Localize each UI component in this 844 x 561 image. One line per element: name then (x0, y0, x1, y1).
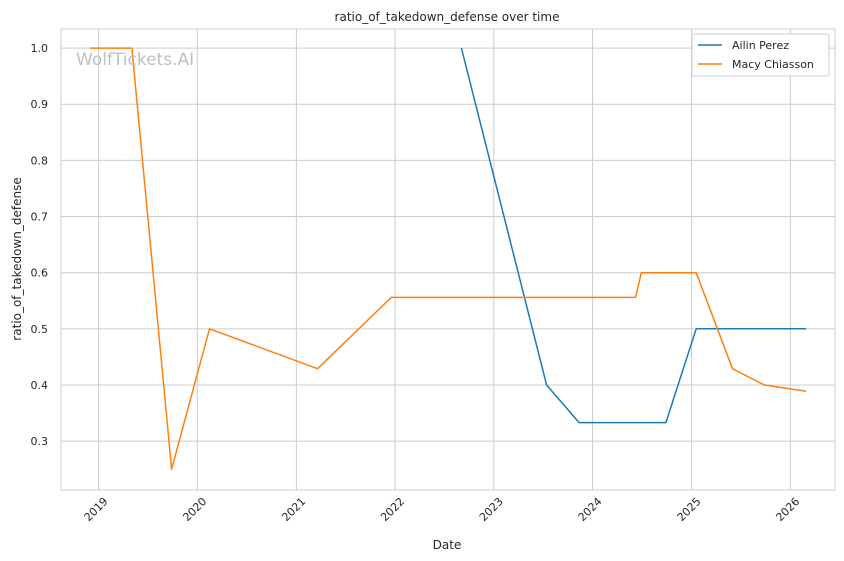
x-tick-label: 2020 (180, 495, 209, 524)
y-tick-label: 0.9 (31, 98, 49, 111)
series-line-macy-chiasson (89, 47, 807, 470)
x-tick-label: 2025 (675, 495, 704, 524)
series-line-ailin-perez (460, 47, 807, 424)
y-tick-label: 0.6 (31, 267, 49, 280)
y-tick-labels: 0.3 0.4 0.5 0.6 0.7 0.8 0.9 1.0 (31, 42, 49, 448)
plot-area (60, 28, 836, 491)
legend-box (691, 33, 830, 77)
watermark: WolfTickets.AI (76, 50, 194, 70)
y-tick-label: 0.4 (31, 379, 49, 392)
y-tick-label: 0.8 (31, 154, 49, 167)
x-tick-label: 2022 (378, 495, 407, 524)
chart-title: ratio_of_takedown_defense over time (335, 10, 560, 24)
y-axis-title: ratio_of_takedown_defense (10, 177, 24, 340)
x-tick-labels: 2019 2020 2021 2022 2023 2024 2025 2026 (82, 495, 803, 524)
legend: Ailin Perez Macy Chiasson (691, 33, 830, 77)
y-tick-label: 0.7 (31, 211, 49, 224)
x-tick-label: 2026 (773, 495, 802, 524)
grid-lines (61, 29, 835, 490)
series-lines (89, 47, 807, 470)
y-tick-label: 0.5 (31, 323, 49, 336)
x-tick-label: 2023 (477, 495, 506, 524)
x-tick-label: 2024 (576, 495, 605, 524)
y-tick-label: 1.0 (31, 42, 49, 55)
x-tick-label: 2021 (279, 495, 308, 524)
legend-label-ailin-perez: Ailin Perez (732, 39, 789, 52)
x-tick-label: 2019 (82, 495, 111, 524)
x-axis-title: Date (433, 538, 462, 552)
legend-label-macy-chiasson: Macy Chiasson (732, 58, 814, 71)
y-tick-label: 0.3 (31, 435, 49, 448)
